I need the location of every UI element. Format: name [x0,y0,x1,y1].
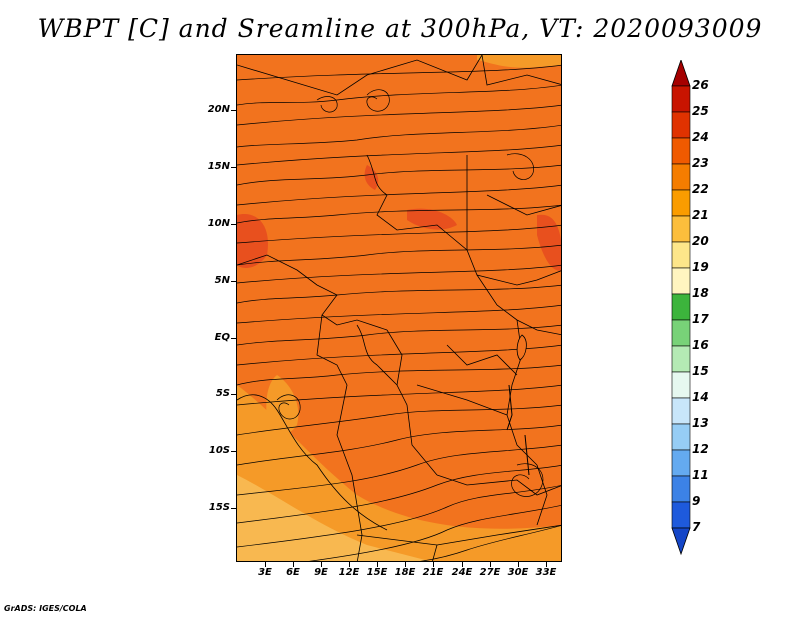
colorbar-label: 18 [692,286,709,300]
lat-label-5n: 5N [214,275,230,286]
lon-tick [518,562,519,567]
lon-label-15e: 15E [366,567,388,578]
colorbar-bottom-arrow [671,527,691,556]
lat-tick [231,508,236,509]
colorbar-segment [671,293,691,321]
map-title: WBPT [C] and Sreamline at 300hPa, VT: 20… [37,14,763,43]
colorbar-segment [671,475,691,503]
lon-label-27e: 27E [479,567,501,578]
lat-tick [231,167,236,168]
lat-label-5s: 5S [215,388,230,399]
lon-tick [321,562,322,567]
colorbar-segment [671,423,691,451]
lon-label-6e: 6E [286,567,300,578]
wbpt-cool-region [237,385,561,561]
country-borders [237,55,561,561]
lat-tick [231,110,236,111]
colorbar-label: 14 [692,390,709,404]
lat-label-eq: EQ [214,332,230,343]
map-panel [236,54,562,562]
lat-label-15n: 15N [207,161,230,172]
lake-victoria-outline [516,334,527,361]
colorbar-label: 24 [692,130,709,144]
colorbar-top-arrow [671,60,691,87]
lon-label-9e: 9E [314,567,328,578]
wbpt-warm-central [407,208,457,230]
lon-label-30e: 30E [507,567,529,578]
lat-label-10n: 10N [207,218,230,229]
colorbar-segment [671,345,691,373]
lon-tick [293,562,294,567]
colorbar-label: 7 [692,520,701,534]
colorbar-segment [671,189,691,217]
map-canvas [237,55,561,561]
lon-label-12e: 12E [338,567,360,578]
lake-tanganyika-outline [506,384,513,431]
lon-tick [433,562,434,567]
lon-label-21e: 21E [422,567,444,578]
lon-tick [405,562,406,567]
credit-text: GrADS: IGES/COLA [4,604,87,613]
wbpt-warm-west [237,214,268,268]
lat-label-10s: 10S [208,445,230,456]
lon-label-33e: 33E [535,567,557,578]
colorbar [671,60,691,556]
colorbar-label: 11 [692,468,709,482]
colorbar-label: 25 [692,104,709,118]
colorbar-segment [671,241,691,269]
colorbar-segment [671,371,691,399]
colorbar-segment [671,501,691,529]
lat-label-15s: 15S [208,502,230,513]
colorbar-label: 21 [692,208,709,222]
colorbar-label: 17 [692,312,709,326]
colorbar-label: 13 [692,416,709,430]
colorbar-label: 23 [692,156,709,170]
lon-tick [349,562,350,567]
colorbar-label: 22 [692,182,709,196]
lat-tick [231,281,236,282]
colorbar-segment [671,397,691,425]
lat-tick [231,394,236,395]
lon-label-24e: 24E [451,567,473,578]
colorbar-label: 26 [692,78,709,92]
colorbar-segment [671,449,691,477]
lon-tick [490,562,491,567]
lake-malawi-outline [524,434,530,476]
lon-tick [377,562,378,567]
colorbar-segment [671,163,691,191]
colorbar-label: 9 [692,494,701,508]
wbpt-warm-east [537,214,561,271]
colorbar-segment [671,137,691,165]
colorbar-segment [671,319,691,347]
lon-label-3e: 3E [258,567,272,578]
lon-tick [546,562,547,567]
lat-label-20n: 20N [207,104,230,115]
lat-tick [231,224,236,225]
wbpt-coolest-region [237,475,430,561]
lon-tick [265,562,266,567]
wbpt-cool-north [477,55,561,68]
lon-label-18e: 18E [394,567,416,578]
colorbar-label: 15 [692,364,709,378]
wbpt-warm-small [364,165,379,190]
colorbar-label: 19 [692,260,709,274]
colorbar-label: 20 [692,234,709,248]
colorbar-segment [671,267,691,295]
lon-tick [462,562,463,567]
colorbar-segment [671,215,691,243]
colorbar-segment [671,111,691,139]
colorbar-label: 16 [692,338,709,352]
colorbar-label: 12 [692,442,709,456]
lat-tick [231,451,236,452]
colorbar-segment [671,85,691,113]
lat-tick [231,338,236,339]
